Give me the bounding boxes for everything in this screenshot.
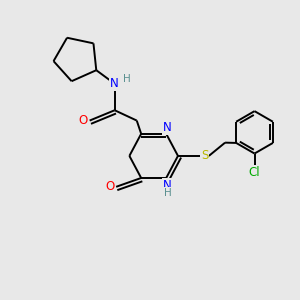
Text: S: S	[201, 149, 208, 162]
Text: Cl: Cl	[249, 166, 260, 179]
Text: O: O	[79, 114, 88, 127]
Text: N: N	[163, 121, 172, 134]
Text: N: N	[163, 179, 172, 192]
Text: O: O	[105, 180, 114, 193]
Text: N: N	[110, 77, 119, 90]
Text: H: H	[164, 188, 172, 198]
Text: H: H	[123, 74, 131, 84]
